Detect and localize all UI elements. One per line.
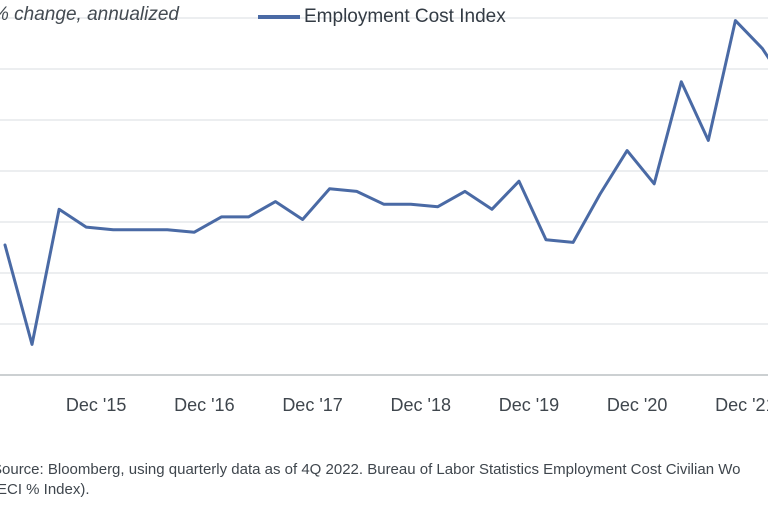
x-tick-labels: Dec '15 Dec '16 Dec '17 Dec '18 Dec '19 Dec '…: [66, 395, 768, 415]
x-tick-label: Dec '21: [715, 395, 768, 415]
series-layer: [3, 19, 768, 346]
data-point: [490, 208, 494, 211]
data-point: [57, 208, 61, 211]
data-point: [3, 243, 7, 247]
data-point: [653, 182, 656, 185]
x-tick-label: Dec '20: [607, 395, 667, 415]
source-footnote: Source: Bloomberg, using quarterly data …: [0, 461, 741, 498]
data-point: [274, 200, 277, 203]
data-point: [247, 215, 250, 219]
data-point: [193, 231, 196, 234]
data-point: [112, 228, 115, 231]
data-point: [680, 80, 683, 83]
data-point: [166, 228, 169, 231]
data-point: [139, 228, 142, 231]
chart-legend: Employment Cost Index: [258, 6, 506, 28]
data-point: [734, 19, 737, 22]
x-tick-label: Dec '19: [499, 395, 559, 415]
data-point: [463, 190, 467, 193]
data-point: [625, 149, 629, 152]
x-tick-label: Dec '15: [66, 395, 126, 415]
data-point: [707, 139, 710, 142]
chart-subtitle: % change, annualized: [0, 4, 179, 25]
data-point: [382, 202, 385, 206]
data-point: [598, 192, 602, 196]
gridlines: [0, 17, 768, 325]
x-tick-label: Dec '17: [282, 395, 342, 415]
data-point: [220, 215, 223, 219]
data-point: [355, 190, 358, 193]
x-tick-label: Dec '18: [391, 395, 451, 415]
data-point: [30, 343, 34, 346]
x-tick-label: Dec '16: [174, 395, 234, 415]
data-point: [301, 218, 304, 221]
data-point: [761, 47, 764, 50]
data-point: [517, 180, 521, 183]
legend-label-eci: Employment Cost Index: [304, 6, 506, 27]
data-point: [84, 225, 88, 229]
legend-swatch: [258, 15, 300, 19]
data-point: [409, 202, 412, 206]
data-point: [544, 238, 548, 242]
series-line-employment-cost-index: [3, 19, 768, 346]
data-point: [328, 187, 331, 191]
data-point: [436, 205, 439, 208]
data-point: [571, 241, 575, 244]
